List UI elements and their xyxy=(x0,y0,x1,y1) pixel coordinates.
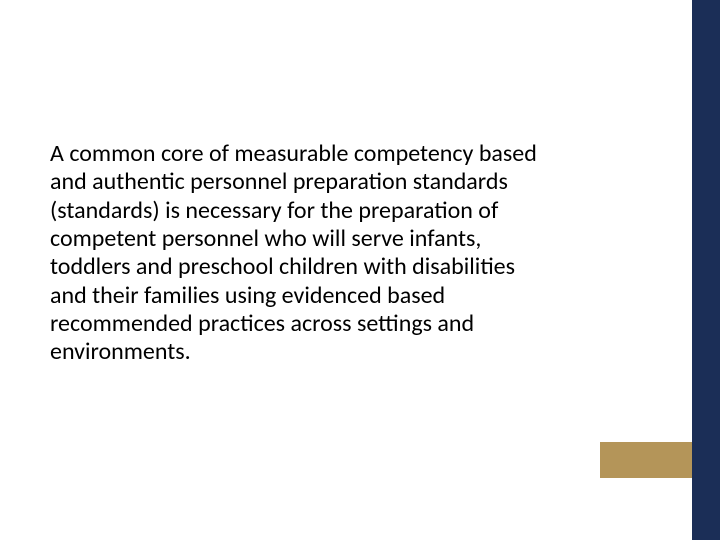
slide: A common core of measurable competency b… xyxy=(0,0,720,540)
accent-bar-navy xyxy=(692,0,720,540)
body-text: A common core of measurable competency b… xyxy=(50,140,550,367)
